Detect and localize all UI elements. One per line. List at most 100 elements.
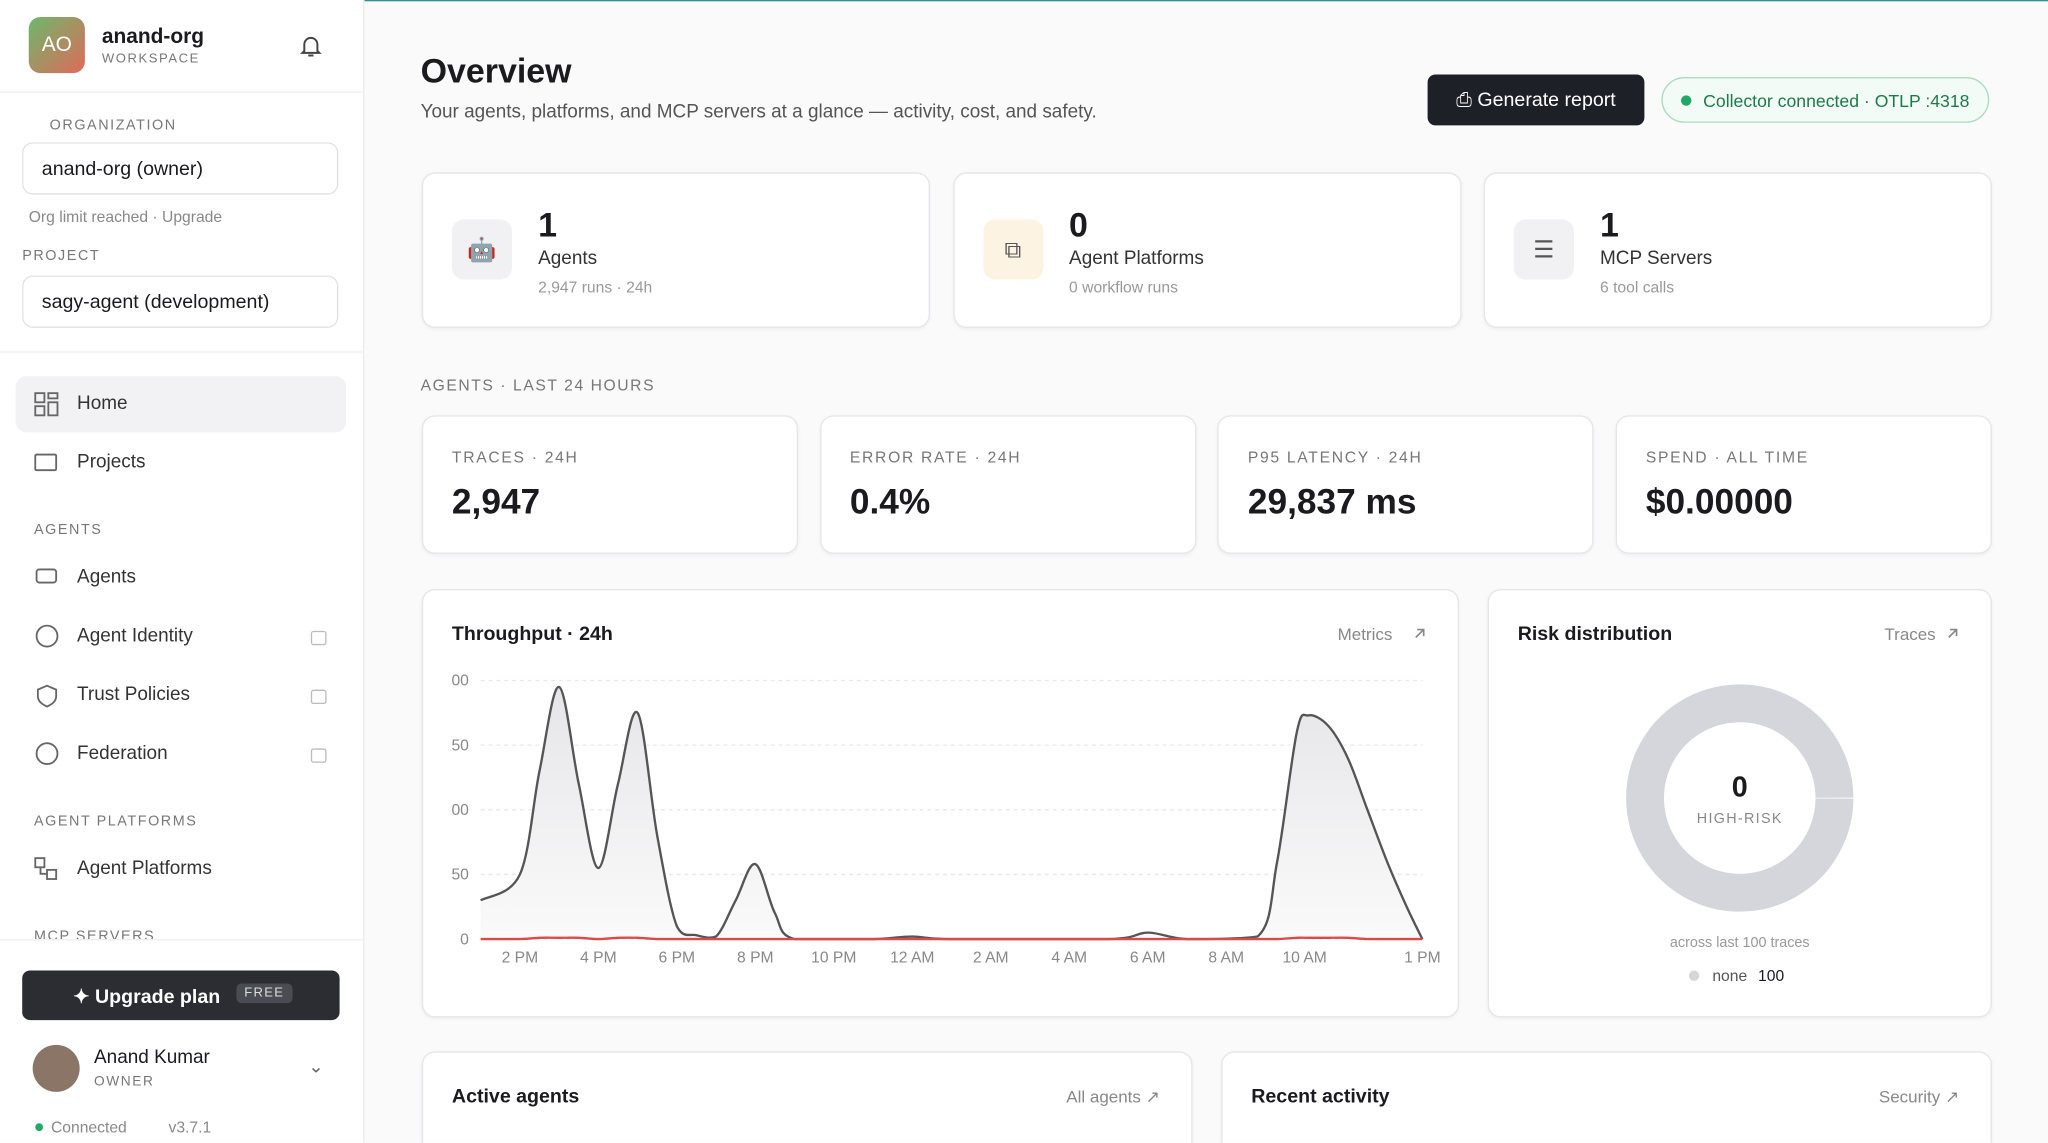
lock [310, 689, 327, 704]
version: v3.7.1 [168, 1118, 212, 1137]
nav-item[interactable]: Federation [77, 743, 168, 765]
user-role: OWNER [94, 1073, 155, 1090]
nav-icons [34, 392, 59, 765]
x-tick-label: 8 AM [1208, 950, 1244, 967]
nav-item[interactable]: Agent Identity [77, 625, 193, 647]
card-value: 0 [1069, 205, 1088, 245]
lock [310, 630, 327, 646]
panel-title: Recent activity [1251, 1085, 1390, 1108]
x-tick-label: 10 PM [811, 950, 856, 967]
x-tick-label: 6 PM [659, 950, 696, 967]
link-arrow [1948, 628, 1958, 638]
panel-link[interactable]: All agents ↗ [1066, 1086, 1160, 1107]
card-label: Agent Platforms [1069, 248, 1204, 270]
stat-label: ERROR RATE · 24H [849, 447, 1022, 467]
nav-item[interactable]: Projects [77, 451, 146, 473]
x-tick-label: 8 PM [737, 950, 774, 967]
card-icon: 🤖 [451, 219, 512, 280]
badge: FREE [236, 983, 293, 1004]
nav-item[interactable]: Agents [77, 566, 137, 588]
legend-value: 100 [1758, 968, 1784, 985]
series-line [480, 936, 1423, 941]
section-label: AGENTS · LAST 24 HOURS [420, 376, 656, 395]
collector-dot [1680, 95, 1692, 106]
button-text: Generate report [1477, 88, 1616, 112]
card-value: 1 [1599, 205, 1619, 245]
center-value: 0 [1732, 772, 1748, 804]
x-tick-label: 12 AM [890, 950, 934, 967]
card-sub: 2,947 runs · 24h [538, 278, 653, 297]
project-label: PROJECT [22, 248, 101, 264]
card-icon: ⧉ [982, 219, 1043, 280]
org-label: ORGANIZATION [49, 117, 177, 134]
legend-label: none [1712, 968, 1747, 985]
divider [0, 351, 364, 353]
link-text: All agents [1066, 1086, 1141, 1107]
throughput-panel: Throughput · 24h Metrics 0 50 100 150 200 2 PM 4… [421, 589, 1459, 1018]
card-icon: ☰ [1513, 219, 1574, 280]
card-label: MCP Servers [1599, 248, 1713, 270]
center-label: HIGH-RISK [1697, 811, 1783, 827]
nav-icon [34, 857, 58, 880]
y-tick-label: 50 [451, 867, 469, 884]
bell[interactable] [298, 33, 324, 59]
throughput-chart: Throughput · 24h Metrics 0 50 100 150 200 2 PM 4… [443, 623, 1441, 967]
nav-active [15, 376, 347, 433]
subtitle: Your agents, platforms, and MCP servers … [420, 101, 1097, 123]
page-title: Overview [420, 50, 572, 91]
summary-card: 🤖 1 Agents 2,947 runs · 24h [421, 172, 930, 328]
donut-segment [1626, 684, 1854, 912]
avatar: AO [28, 16, 85, 74]
y-tick-label: 100 [443, 802, 469, 819]
legend-dot [1688, 970, 1700, 981]
org-select[interactable]: anand-org (owner) [22, 142, 339, 195]
chart-title: Risk distribution [1518, 623, 1672, 645]
top-border [0, 0, 2048, 2]
chevron[interactable]: ⌄ [308, 1055, 324, 1077]
risk-chart: Risk distribution Traces none 100 0 HIGH-RISK… [1518, 623, 1958, 985]
generate-button[interactable]: ⎙ Generate report [1427, 74, 1645, 126]
x-tick-label: 4 PM [580, 950, 617, 967]
note: across last 100 traces [1670, 935, 1810, 951]
x-tick-label: 2 AM [973, 950, 1009, 967]
card-value: 1 [538, 205, 558, 245]
stat-card: P95 LATENCY · 24H 29,837 ms [1217, 415, 1594, 554]
stat-card: SPEND · ALL TIME $0.00000 [1615, 415, 1992, 554]
summary-card: ⧉ 0 Agent Platforms 0 workflow runs [952, 172, 1461, 328]
stat-value: $0.00000 [1645, 481, 1793, 522]
y-tick-label: 150 [443, 737, 469, 754]
x-tick-label: 6 AM [1130, 950, 1166, 967]
chart-title: Throughput · 24h [452, 623, 613, 645]
workspace: anand-org [101, 26, 205, 49]
summary-card: ☰ 1 MCP Servers 6 tool calls [1483, 172, 1992, 328]
section-title: AGENTS [33, 522, 103, 539]
lock [310, 748, 327, 763]
stat-label: TRACES · 24H [451, 447, 579, 467]
x-tick-label: 10 AM [1282, 950, 1326, 967]
project-select[interactable]: sagy-agent (development) [22, 275, 339, 328]
sidebar: AO anand-org WORKSPACE ORGANIZATION anan… [0, 0, 365, 1143]
status-dot [35, 1123, 44, 1132]
panel-link[interactable]: Security ↗ [1878, 1086, 1960, 1107]
divider [0, 91, 364, 93]
stat-value: 29,837 ms [1247, 481, 1417, 522]
stat-label: P95 LATENCY · 24H [1247, 447, 1423, 467]
workspace-sub: WORKSPACE [101, 52, 200, 67]
section-title: AGENT PLATFORMS [33, 813, 198, 830]
card-sub: 6 tool calls [1599, 278, 1675, 297]
stat-card: ERROR RATE · 24H 0.4% [819, 415, 1196, 554]
nav-item[interactable]: Agent Platforms [77, 858, 212, 880]
stat-card: TRACES · 24H 2,947 [421, 415, 799, 554]
link-text: Security [1878, 1086, 1941, 1107]
recent-activity-panel: Recent activity Security ↗ [1221, 1051, 1992, 1143]
nav-item[interactable]: Home [77, 393, 128, 415]
upgrade-text: Upgrade plan [95, 986, 221, 1009]
stat-value: 0.4% [849, 481, 931, 522]
nav-item[interactable]: Trust Policies [77, 684, 191, 706]
user-name: Anand Kumar [94, 1047, 210, 1069]
x-tick-label: 2 PM [502, 950, 539, 967]
y-tick-label: 200 [443, 673, 469, 690]
upgrade-label: ✦ Upgrade plan [73, 986, 221, 1009]
user-avatar [32, 1044, 80, 1092]
